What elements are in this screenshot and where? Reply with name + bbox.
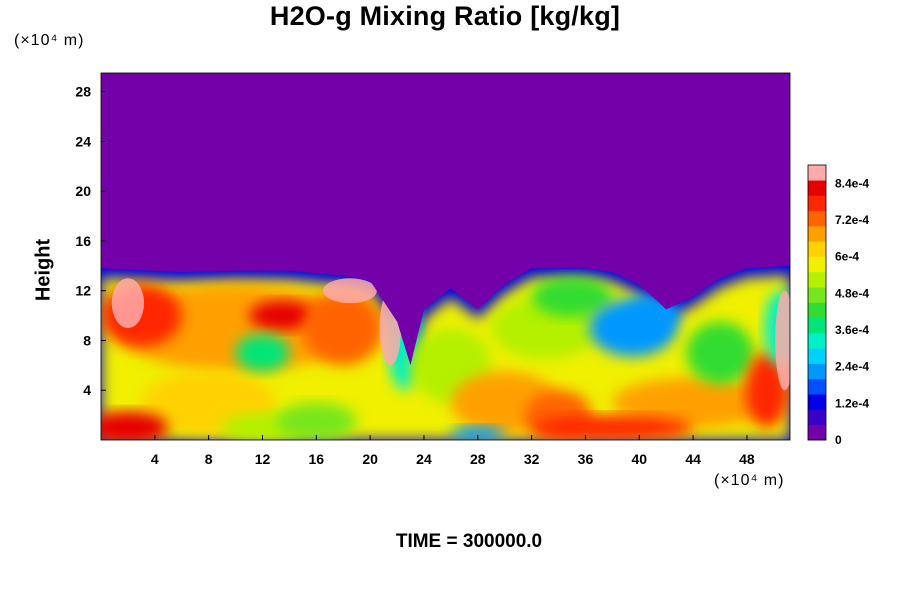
colorbar-segment bbox=[808, 256, 826, 273]
colorbar-segment bbox=[808, 378, 826, 395]
colorbar-segment bbox=[808, 287, 826, 303]
x-tick-label: 16 bbox=[309, 451, 325, 467]
cloud-edge bbox=[775, 290, 790, 391]
x-tick-label: 20 bbox=[362, 451, 378, 467]
x-tick-label: 36 bbox=[578, 451, 594, 467]
y-tick-label: 8 bbox=[83, 332, 91, 348]
colorbar-segment bbox=[808, 165, 826, 181]
colorbar-tick-label: 4.8e-4 bbox=[835, 286, 869, 300]
colorbar-tick-label: 1.2e-4 bbox=[835, 396, 869, 410]
colorbar-segment bbox=[808, 424, 826, 441]
colorbar-frame bbox=[807, 164, 827, 441]
y-tick-label: 20 bbox=[75, 183, 91, 199]
colorbar-segment bbox=[808, 180, 826, 196]
field-patch bbox=[531, 277, 613, 317]
colorbar-tick-label: 6e-4 bbox=[835, 250, 859, 264]
colorbar-segment bbox=[808, 302, 826, 319]
x-axis: 4 8 12 16 20 24 28 32 36 40 44 48 bbox=[151, 435, 755, 467]
colorbar: 0 1.2e-4 2.4e-4 3.6e-4 4.8e-4 6e-4 7.2e-4 8.4e-… bbox=[807, 164, 869, 447]
cloud-edge bbox=[323, 278, 377, 304]
colorbar-segment bbox=[808, 333, 826, 349]
y-tick-label: 16 bbox=[75, 233, 91, 249]
colorbar-tick-label: 7.2e-4 bbox=[835, 213, 869, 227]
y-axis: 4 8 12 16 20 24 28 bbox=[75, 84, 106, 398]
x-tick-label: 4 bbox=[151, 451, 159, 467]
colorbar-segment bbox=[808, 210, 826, 227]
x-tick-label: 32 bbox=[524, 451, 540, 467]
field-patch bbox=[450, 426, 505, 440]
y-tick-label: 12 bbox=[75, 283, 91, 299]
x-tick-label: 28 bbox=[470, 451, 486, 467]
plot-frame bbox=[100, 72, 791, 441]
field-patch bbox=[101, 411, 169, 440]
colorbar-segment bbox=[808, 317, 826, 334]
time-annotation: TIME = 300000.0 bbox=[395, 531, 543, 552]
field-patch bbox=[612, 377, 774, 428]
field-patch bbox=[686, 321, 754, 384]
field-patch bbox=[235, 334, 290, 372]
x-tick-label: 48 bbox=[739, 451, 755, 467]
y-axis-units: (×10⁴ m) bbox=[14, 32, 85, 49]
x-tick-label: 40 bbox=[631, 451, 647, 467]
colorbar-tick-label: 3.6e-4 bbox=[835, 323, 869, 337]
colorbar-segment bbox=[808, 195, 826, 212]
y-tick-label: 28 bbox=[75, 84, 91, 100]
field-patch bbox=[275, 402, 357, 440]
colorbar-tick-label: 2.4e-4 bbox=[835, 360, 869, 374]
x-tick-label: 8 bbox=[205, 451, 213, 467]
field-patch bbox=[249, 300, 317, 331]
y-tick-label: 24 bbox=[75, 133, 91, 149]
x-tick-label: 44 bbox=[685, 451, 701, 467]
colorbar-segment bbox=[808, 271, 826, 288]
colorbar-tick-label: 0 bbox=[835, 433, 842, 447]
x-axis-units: (×10⁴ m) bbox=[714, 472, 785, 489]
chart-title: H2O-g Mixing Ratio [kg/kg] bbox=[269, 1, 621, 31]
colorbar-segment bbox=[808, 226, 826, 242]
field-patch bbox=[531, 415, 694, 440]
plot-area bbox=[101, 73, 790, 440]
cloud-edge bbox=[111, 278, 145, 329]
field-patch bbox=[302, 290, 384, 366]
colorbar-tick-label: 8.4e-4 bbox=[835, 176, 869, 190]
colorbar-segment bbox=[808, 348, 826, 364]
x-tick-label: 24 bbox=[416, 451, 432, 467]
colorbar-segment bbox=[808, 409, 826, 426]
colorbar-segment bbox=[808, 241, 826, 257]
x-tick-label: 12 bbox=[255, 451, 271, 467]
colorbar-segment bbox=[808, 394, 826, 410]
colorbar-segment bbox=[808, 363, 826, 380]
y-tick-label: 4 bbox=[83, 382, 91, 398]
